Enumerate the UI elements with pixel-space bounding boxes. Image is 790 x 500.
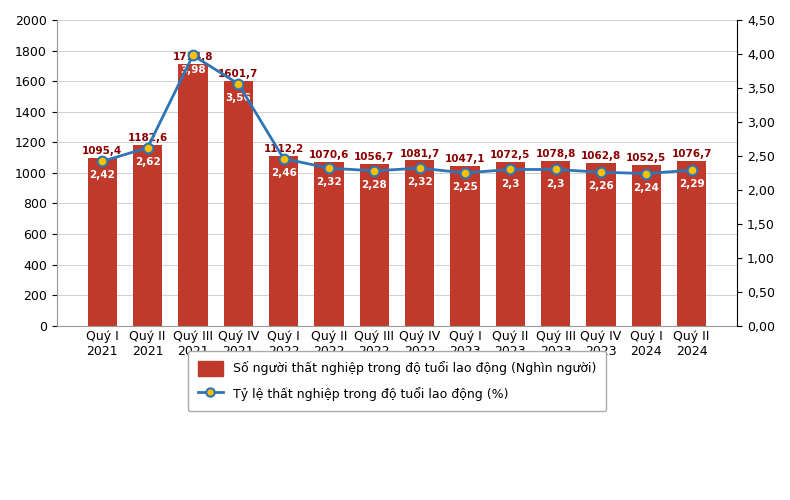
Text: 1056,7: 1056,7: [354, 152, 394, 162]
Bar: [541, 161, 570, 326]
Text: 2,32: 2,32: [407, 178, 432, 188]
Text: 2,42: 2,42: [89, 170, 115, 180]
Bar: [314, 162, 344, 326]
Text: 2,3: 2,3: [547, 178, 565, 188]
Bar: [631, 165, 661, 326]
Bar: [88, 158, 117, 326]
Text: 3,98: 3,98: [180, 64, 205, 74]
Text: 1182,6: 1182,6: [127, 133, 167, 143]
Bar: [133, 145, 162, 326]
Text: 1076,7: 1076,7: [672, 150, 712, 160]
Text: 1714,8: 1714,8: [173, 52, 213, 62]
Text: 1078,8: 1078,8: [536, 149, 576, 159]
Bar: [450, 166, 480, 326]
Bar: [269, 156, 299, 326]
Text: 1072,5: 1072,5: [490, 150, 530, 160]
Text: 1070,6: 1070,6: [309, 150, 349, 160]
Bar: [586, 164, 615, 326]
Text: 2,32: 2,32: [316, 178, 342, 188]
Bar: [677, 161, 706, 326]
Text: 2,62: 2,62: [135, 157, 160, 167]
Bar: [404, 160, 435, 326]
Text: 2,28: 2,28: [361, 180, 387, 190]
Text: 1081,7: 1081,7: [400, 148, 440, 158]
Text: 1095,4: 1095,4: [82, 146, 122, 156]
Text: 2,24: 2,24: [634, 182, 659, 192]
Text: 3,56: 3,56: [225, 93, 251, 103]
Text: 1601,7: 1601,7: [218, 69, 258, 79]
Legend: Số người thất nghiệp trong độ tuổi lao động (Nghìn người), Tỷ lệ thất nghiệp tro: Số người thất nghiệp trong độ tuổi lao đ…: [188, 350, 606, 411]
Text: 1062,8: 1062,8: [581, 152, 621, 162]
Text: 2,26: 2,26: [588, 182, 614, 192]
Bar: [495, 162, 525, 326]
Bar: [224, 81, 253, 326]
Text: 2,3: 2,3: [501, 178, 520, 188]
Text: 1052,5: 1052,5: [626, 153, 667, 163]
Text: 1047,1: 1047,1: [445, 154, 485, 164]
Bar: [179, 64, 208, 326]
Text: 2,46: 2,46: [271, 168, 296, 178]
Text: 1112,2: 1112,2: [264, 144, 303, 154]
Bar: [359, 164, 389, 326]
Text: 2,29: 2,29: [679, 180, 705, 190]
Text: 2,25: 2,25: [452, 182, 478, 192]
